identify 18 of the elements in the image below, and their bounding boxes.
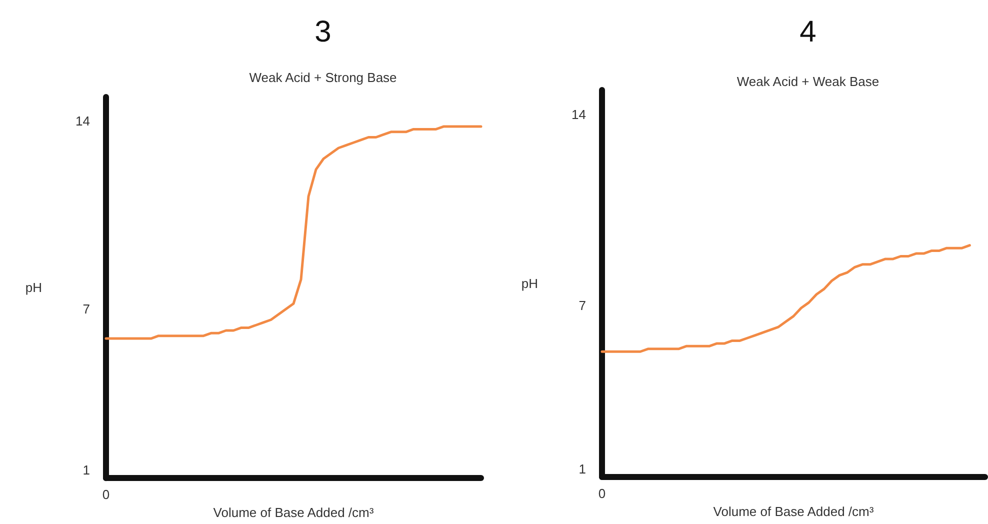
y-axis-title: pH (521, 276, 538, 291)
y-tick-label: 7 (82, 302, 90, 317)
y-axis-title: pH (25, 280, 42, 296)
x-axis-title: Volume of Base Added /cm³ (713, 504, 874, 519)
x-tick-label: 0 (598, 486, 606, 501)
line-series (600, 244, 971, 353)
chart-title: 4 (800, 16, 816, 48)
line-series (104, 125, 482, 340)
chart-subtitle: Weak Acid + Strong Base (249, 70, 397, 85)
y-tick-label: 14 (76, 114, 90, 129)
x-tick-label: 0 (102, 487, 110, 502)
y-tick-label: 1 (82, 462, 90, 478)
y-tick-label: 7 (578, 298, 586, 313)
y-tick-label: 1 (578, 461, 586, 476)
y-tick-label: 14 (572, 107, 586, 122)
chart-subtitle: Weak Acid + Weak Base (736, 74, 880, 89)
chart-title: 3 (314, 16, 332, 48)
x-axis-title: Volume of Base Added /cm³ (213, 505, 374, 520)
